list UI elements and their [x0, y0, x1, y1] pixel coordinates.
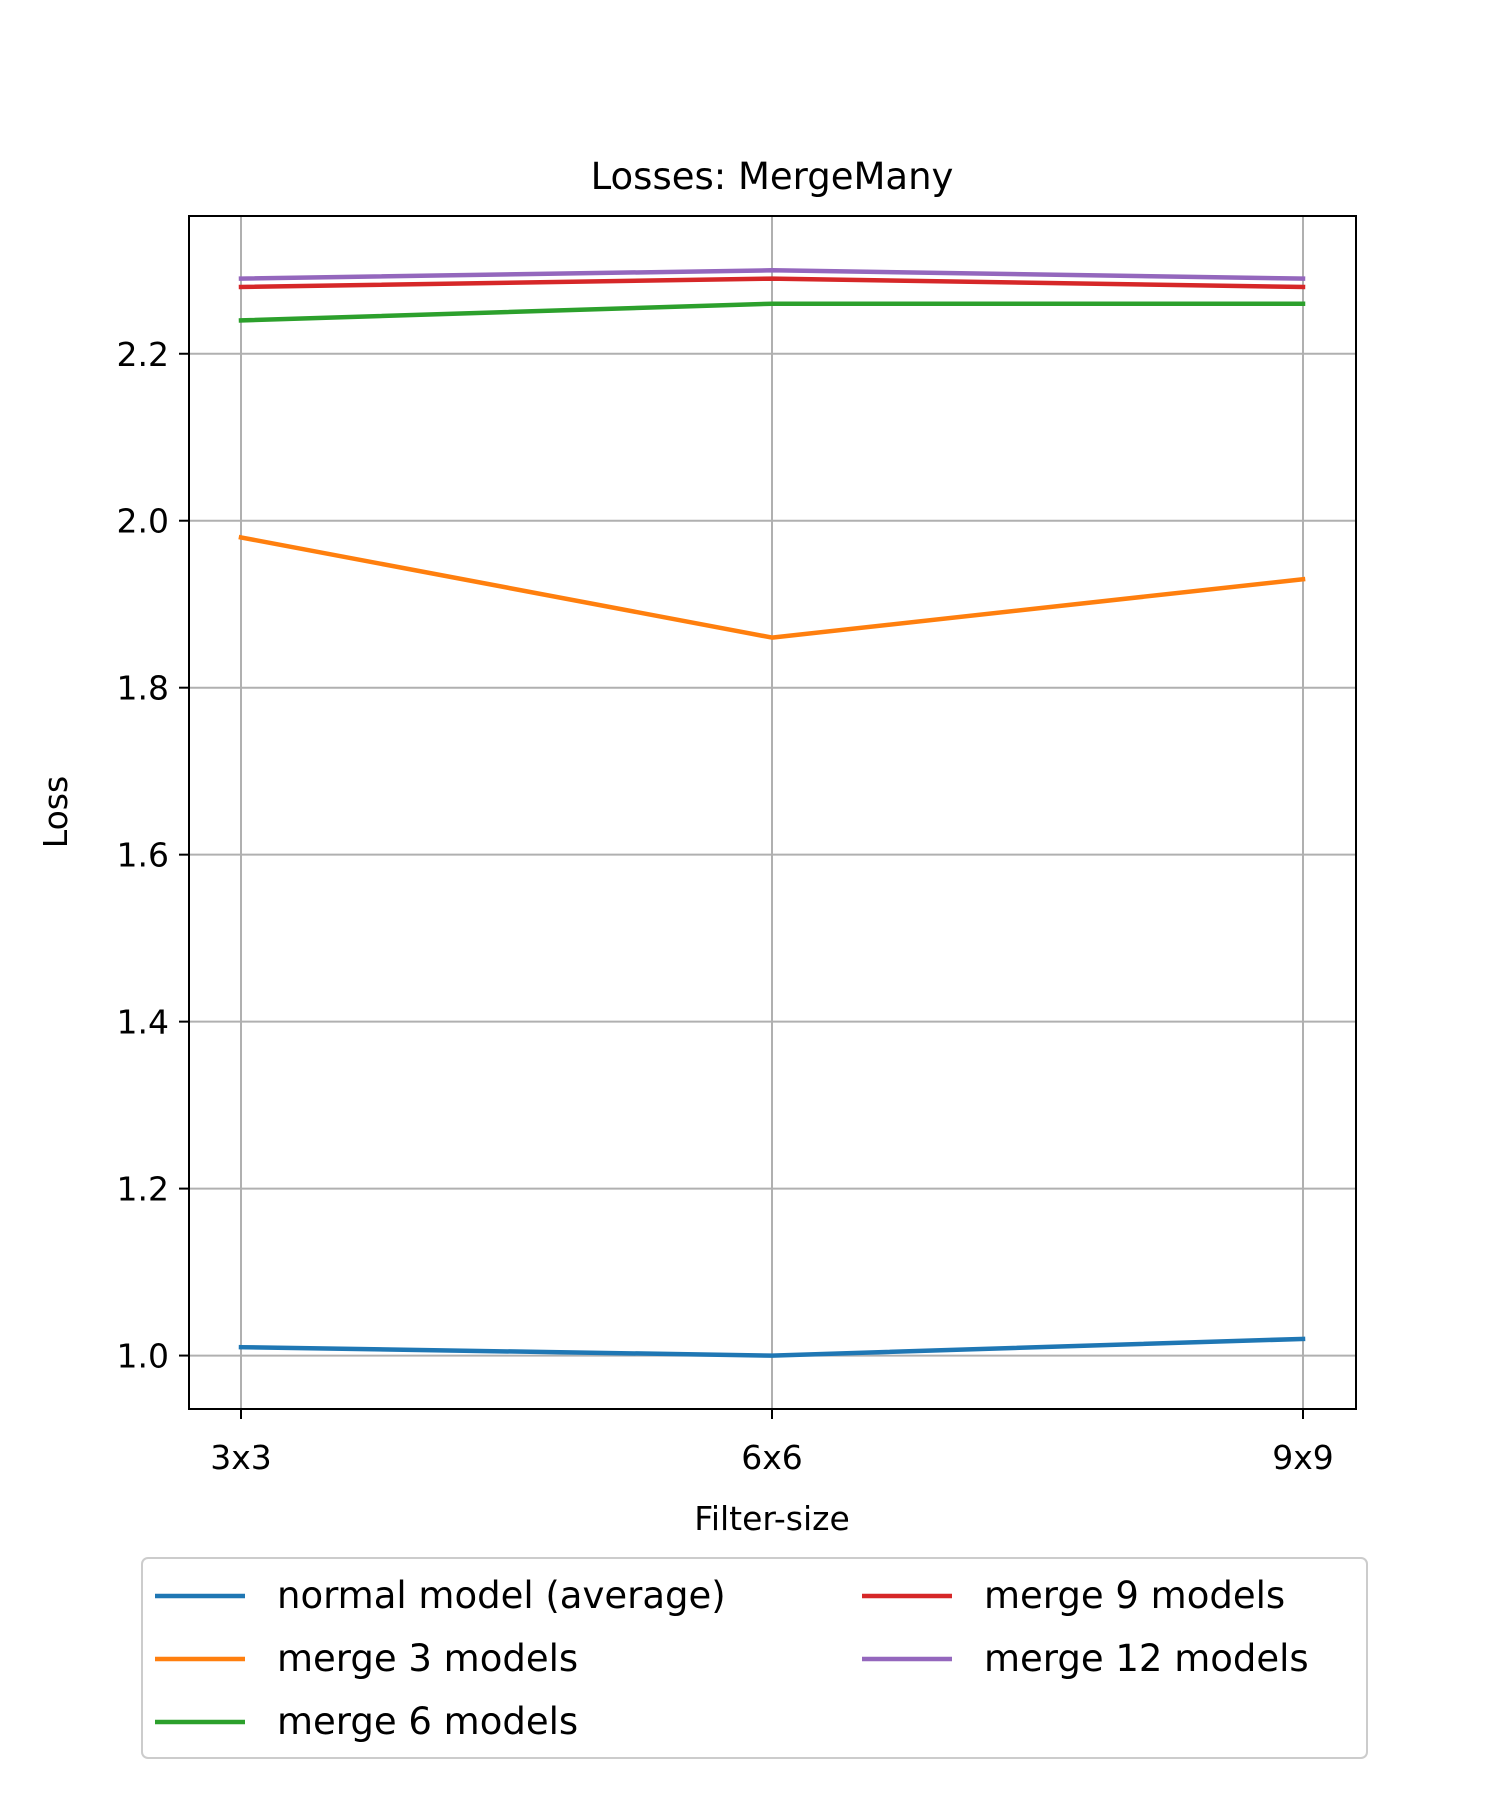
- legend: normal model (average) merge 3 models merg…: [141, 1557, 1368, 1759]
- y-tick-label: 2.0: [117, 502, 169, 541]
- x-tick-label: 6x6: [741, 1438, 803, 1477]
- y-axis-ticks: 1.0 1.2 1.4 1.6 1.8 2.0 2.2: [117, 335, 189, 1376]
- chart-title: Losses: MergeMany: [591, 155, 954, 198]
- x-tick-label: 9x9: [1272, 1438, 1334, 1477]
- series-line: [238, 301, 1306, 323]
- x-axis-ticks: 3x3 6x6 9x9: [210, 1409, 1334, 1477]
- y-tick-label: 1.4: [117, 1003, 169, 1042]
- y-tick-label: 2.2: [117, 335, 169, 374]
- legend-box: [141, 1557, 1368, 1759]
- legend-label: merge 9 models: [984, 1574, 1285, 1617]
- legend-label: merge 3 models: [277, 1637, 578, 1680]
- legend-label: merge 12 models: [984, 1637, 1309, 1680]
- y-tick-label: 1.8: [117, 669, 169, 708]
- grid: [189, 216, 1356, 1409]
- x-tick-label: 3x3: [210, 1438, 272, 1477]
- y-tick-label: 1.2: [117, 1170, 169, 1209]
- series-lines: [238, 268, 1306, 1358]
- x-axis-label: Filter-size: [694, 1499, 850, 1538]
- series-line: [238, 534, 1306, 640]
- legend-label: merge 6 models: [277, 1700, 578, 1743]
- series-line: [238, 276, 1306, 290]
- legend-label: normal model (average): [277, 1574, 726, 1617]
- series-line: [238, 1336, 1306, 1358]
- series-line: [238, 268, 1306, 281]
- y-tick-label: 1.0: [117, 1337, 169, 1376]
- y-axis-label: Loss: [36, 776, 75, 848]
- y-tick-label: 1.6: [117, 836, 169, 875]
